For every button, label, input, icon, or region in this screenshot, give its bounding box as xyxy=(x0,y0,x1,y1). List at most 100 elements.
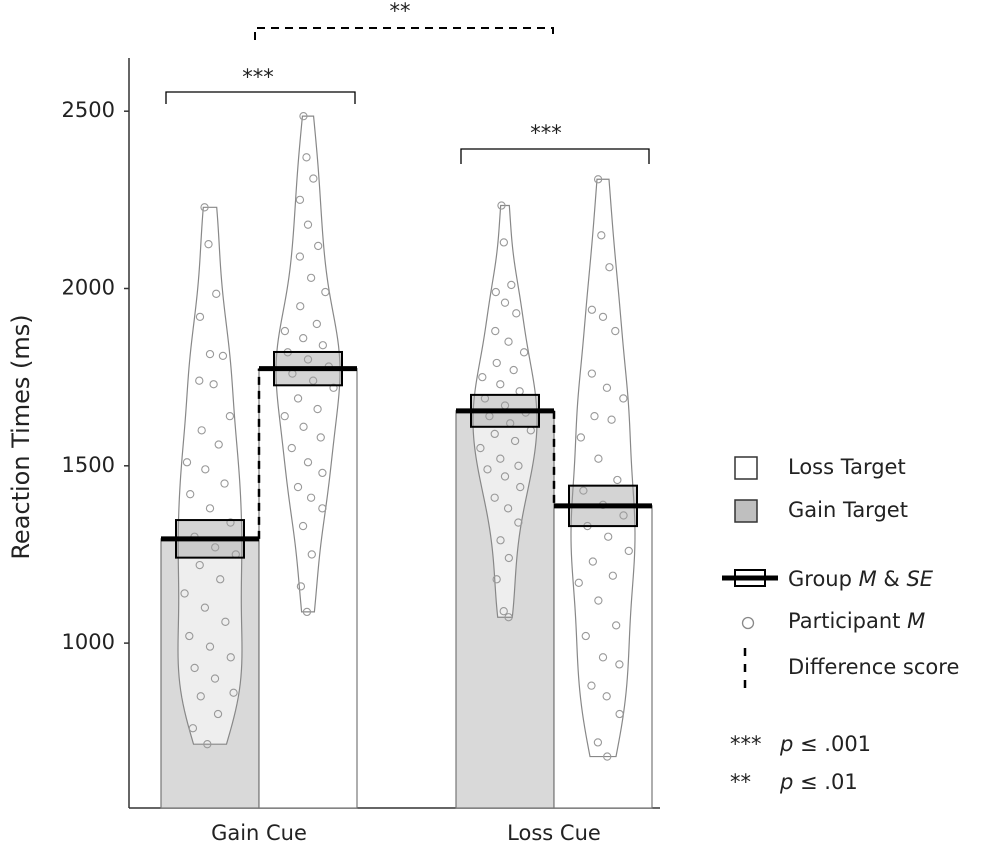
y-tick-label: 1500 xyxy=(62,453,115,477)
participant-point xyxy=(490,493,499,502)
participant-point xyxy=(200,203,209,212)
participant-point xyxy=(296,582,306,591)
significance-label: ** xyxy=(390,0,411,23)
y-tick-label: 2500 xyxy=(62,98,115,122)
legend-text: Participant xyxy=(788,609,907,633)
participant-point xyxy=(607,415,616,424)
participant-point xyxy=(593,738,603,747)
participant-point xyxy=(180,589,189,598)
participant-point xyxy=(302,153,311,162)
participant-point xyxy=(587,305,597,314)
participant-point xyxy=(602,692,611,701)
participant-point xyxy=(519,348,529,357)
legend-text: & xyxy=(877,567,907,591)
participant-point xyxy=(514,518,523,527)
participant-point xyxy=(287,443,296,453)
participant-point xyxy=(587,681,596,690)
participant-point xyxy=(312,319,321,329)
participant-point xyxy=(182,458,192,467)
legend-label: Loss Target xyxy=(788,455,906,479)
legend-point xyxy=(741,616,755,630)
participant-point xyxy=(492,358,501,368)
participant-point xyxy=(478,372,487,382)
significance-bracket xyxy=(254,27,554,40)
participant-point xyxy=(602,383,612,392)
participant-point xyxy=(229,688,238,697)
participant-point xyxy=(302,607,312,617)
x-tick-label: Loss Cue xyxy=(507,821,601,845)
participant-point xyxy=(204,240,213,249)
participant-point xyxy=(186,490,195,499)
y-tick-label: 1000 xyxy=(62,630,115,654)
participant-point xyxy=(318,468,327,478)
participant-point xyxy=(205,349,215,359)
participant-point xyxy=(306,273,316,283)
participant-point xyxy=(313,404,322,414)
p-text: p xyxy=(779,732,793,756)
participant-point xyxy=(504,613,513,622)
significance-bracket xyxy=(165,91,356,104)
legend-label: Gain Target xyxy=(788,498,908,522)
violin xyxy=(275,115,341,613)
participant-point xyxy=(295,195,305,204)
participant-point xyxy=(619,394,628,403)
participant-point xyxy=(499,607,508,616)
participant-point xyxy=(576,433,586,442)
participant-point xyxy=(612,621,621,630)
violin xyxy=(177,206,243,745)
legend-swatch xyxy=(734,499,758,523)
participant-point xyxy=(216,575,225,584)
participant-point xyxy=(590,412,599,421)
p-stars: ** xyxy=(730,770,751,794)
participant-point xyxy=(196,692,205,701)
participant-point xyxy=(195,376,204,385)
participant-point xyxy=(316,433,325,442)
participant-point xyxy=(504,337,513,346)
participant-point xyxy=(611,326,620,336)
participant-point xyxy=(497,201,506,210)
participant-point xyxy=(510,436,520,446)
participant-point xyxy=(212,289,221,298)
participant-point xyxy=(306,493,316,502)
participant-point xyxy=(226,653,235,662)
participant-point xyxy=(303,458,313,467)
participant-point xyxy=(298,521,308,531)
participant-point xyxy=(211,543,220,552)
participant-point xyxy=(516,482,525,492)
p-text: p xyxy=(779,770,793,794)
participant-point xyxy=(491,326,500,336)
participant-point xyxy=(220,479,229,488)
participant-point xyxy=(574,578,583,587)
participant-point xyxy=(201,465,210,474)
legend-se-box xyxy=(734,569,766,587)
p-label: p ≤ .001 xyxy=(779,732,871,756)
participant-point xyxy=(218,351,228,361)
participant-point xyxy=(603,752,612,761)
legend-text: M xyxy=(859,567,877,591)
participant-point xyxy=(185,631,194,641)
participant-point xyxy=(309,376,318,385)
participant-point xyxy=(509,365,518,375)
participant-point xyxy=(483,465,492,474)
legend-swatch xyxy=(734,456,758,480)
participant-point xyxy=(598,653,608,662)
participant-point xyxy=(197,426,206,435)
participant-point xyxy=(293,482,303,492)
participant-point xyxy=(200,603,210,612)
participant-point xyxy=(514,461,523,470)
participant-point xyxy=(321,287,330,297)
legend-label: Participant M xyxy=(788,609,925,633)
participant-point xyxy=(608,571,618,580)
legend-label: Difference score xyxy=(788,655,959,679)
participant-point xyxy=(613,475,622,485)
participant-point xyxy=(604,532,613,541)
y-axis-label: Reaction Times (ms) xyxy=(7,314,35,559)
significance-bracket xyxy=(460,148,650,164)
x-tick-label: Gain Cue xyxy=(211,821,307,845)
participant-point xyxy=(203,740,212,749)
legend: Gain Target Loss Target Group M & SE Par… xyxy=(722,455,959,794)
participant-point xyxy=(476,443,485,453)
legend-label: Group M & SE xyxy=(788,567,934,591)
participant-point xyxy=(496,380,505,389)
participant-point xyxy=(296,302,305,311)
